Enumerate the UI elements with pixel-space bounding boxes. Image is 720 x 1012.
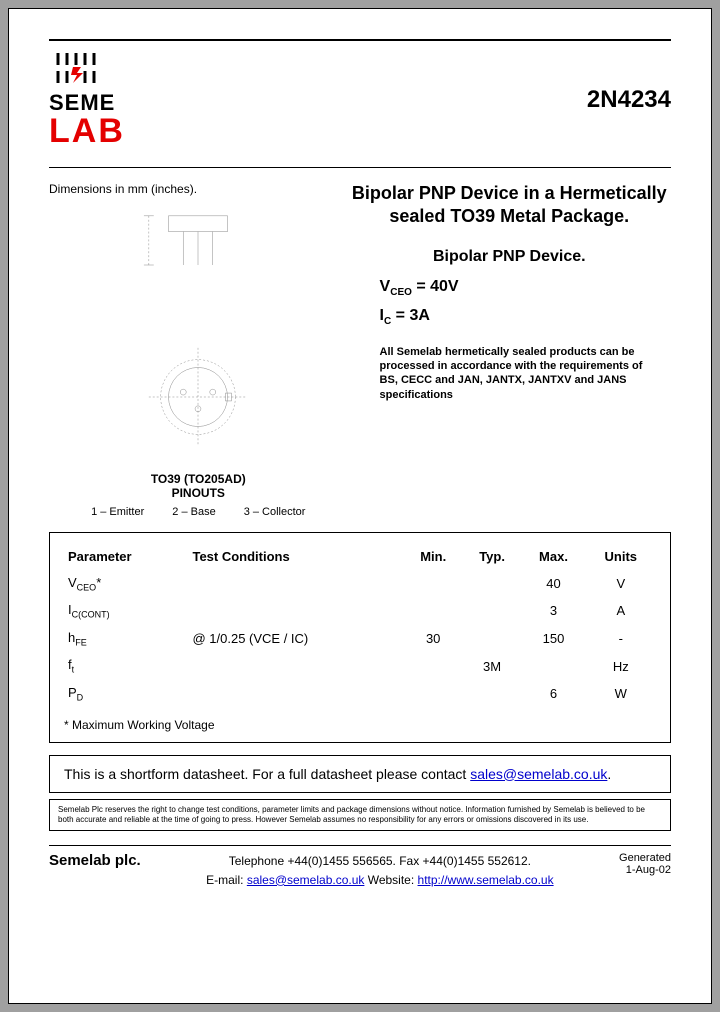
ic-spec: IC = 3A [380,307,671,327]
table-row: IC(CONT)3A [64,597,656,625]
compliance-note: All Semelab hermetically sealed products… [380,345,661,402]
vceo-spec: VCEO = 40V [380,278,671,298]
shortform-email-link[interactable]: sales@semelab.co.uk [470,766,607,782]
th-units: Units [586,543,656,570]
table-footnote: * Maximum Working Voltage [64,718,656,732]
th-param: Parameter [64,543,188,570]
email-web-line: E-mail: sales@semelab.co.uk Website: htt… [141,871,619,890]
disclaimer: Semelab Plc reserves the right to change… [49,799,671,831]
right-column: Bipolar PNP Device in a Hermetically sea… [348,182,671,518]
logo-icon [55,53,125,88]
pin-list: 1 – Emitter 2 – Base 3 – Collector [49,506,348,518]
pinouts-line1: TO39 (TO205AD) [49,472,348,486]
generated-block: Generated 1-Aug-02 [619,852,671,876]
mid-rule [49,167,671,168]
pinouts-line2: PINOUTS [49,486,348,500]
part-number: 2N4234 [587,86,671,114]
mid-section: Dimensions in mm (inches). [49,182,671,518]
left-column: Dimensions in mm (inches). [49,182,348,518]
table-header-row: Parameter Test Conditions Min. Typ. Max.… [64,543,656,570]
table-row: VCEO*40V [64,570,656,598]
table-row: ft3MHz [64,652,656,680]
shortform-text: This is a shortform datasheet. For a ful… [64,766,470,782]
parameter-table: Parameter Test Conditions Min. Typ. Max.… [49,532,671,743]
pin-2: 2 – Base [172,506,215,518]
package-diagram [49,206,348,466]
device-subtitle: Bipolar PNP Device. [348,248,671,266]
pin-3: 3 – Collector [244,506,306,518]
th-cond: Test Conditions [188,543,403,570]
shortform-notice: This is a shortform datasheet. For a ful… [49,755,671,793]
table-row: hFE@ 1/0.25 (VCE / IC)30150- [64,625,656,653]
footer-email-link[interactable]: sales@semelab.co.uk [247,873,365,887]
device-title: Bipolar PNP Device in a Hermetically sea… [348,182,671,229]
th-max: Max. [521,543,585,570]
top-rule [49,39,671,41]
footer: Semelab plc. Telephone +44(0)1455 556565… [49,852,671,890]
th-min: Min. [404,543,463,570]
generated-label: Generated [619,852,671,864]
header-row: SEME LAB 2N4234 [49,53,671,147]
phone-line: Telephone +44(0)1455 556565. Fax +44(0)1… [141,852,619,871]
logo-text-lab: LAB [49,116,125,147]
pin-1: 1 – Emitter [91,506,144,518]
contact-block: Telephone +44(0)1455 556565. Fax +44(0)1… [141,852,619,890]
footer-rule [49,845,671,846]
datasheet-page: SEME LAB 2N4234 Dimensions in mm (inches… [8,8,712,1004]
footer-website-link[interactable]: http://www.semelab.co.uk [418,873,554,887]
logo: SEME LAB [49,53,125,147]
th-typ: Typ. [463,543,522,570]
pinouts-title: TO39 (TO205AD) PINOUTS [49,472,348,500]
generated-date: 1-Aug-02 [619,864,671,876]
table-row: PD6W [64,680,656,708]
company-name: Semelab plc. [49,852,141,869]
dimensions-label: Dimensions in mm (inches). [49,182,348,196]
